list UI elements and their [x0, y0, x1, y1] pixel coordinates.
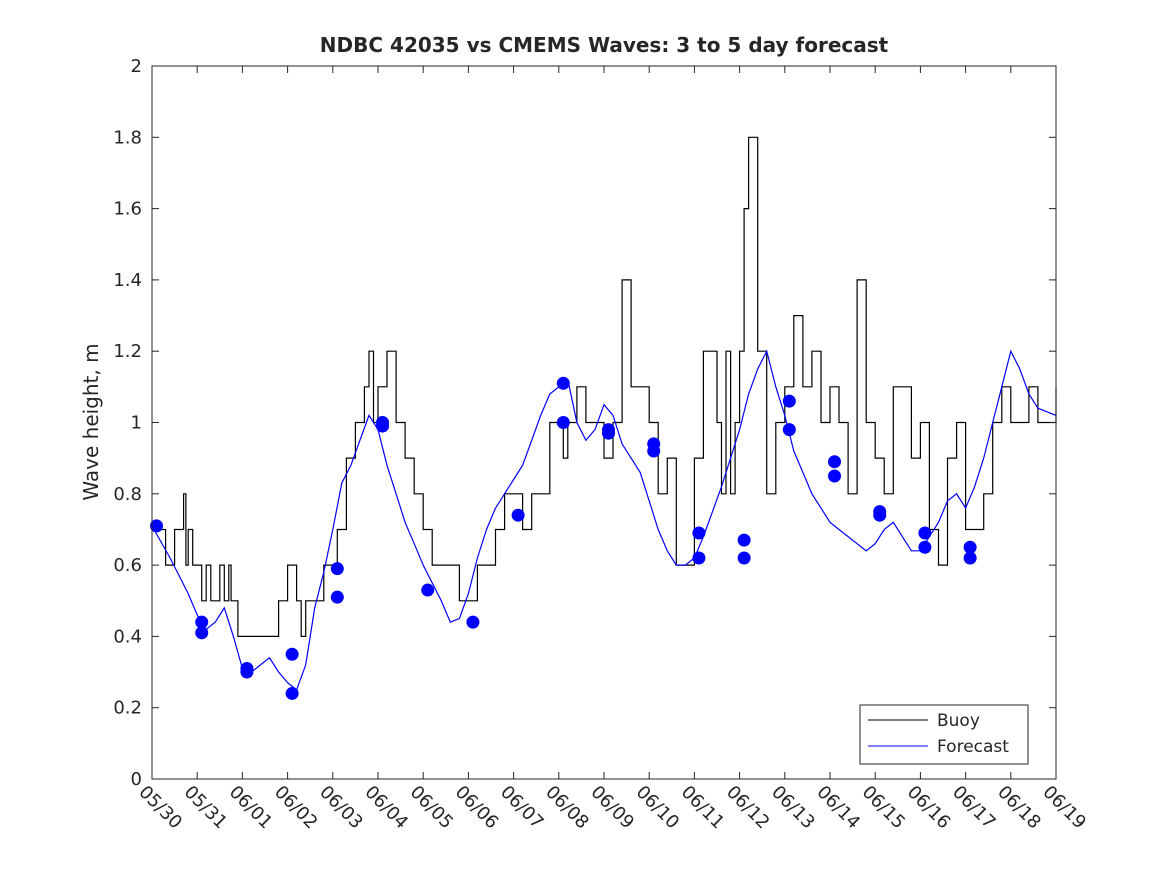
- forecast-point: [602, 426, 616, 440]
- legend-buoy-label: Buoy: [937, 711, 980, 731]
- forecast-point: [240, 665, 254, 679]
- y-tick-label: 1.6: [113, 199, 142, 220]
- forecast-point: [692, 526, 706, 540]
- forecast-point: [737, 533, 751, 547]
- forecast-point: [692, 551, 706, 565]
- forecast-point: [828, 455, 842, 469]
- forecast-point: [285, 647, 299, 661]
- forecast-marker-layer: [150, 376, 977, 700]
- forecast-point: [782, 394, 796, 408]
- forecast-point: [828, 469, 842, 483]
- forecast-point: [556, 416, 570, 429]
- forecast-point: [466, 615, 480, 629]
- forecast-point: [195, 626, 209, 640]
- forecast-point: [285, 686, 299, 700]
- forecast-point: [421, 583, 435, 597]
- y-tick-label: 0.2: [113, 698, 142, 719]
- y-axis: 0 0.2 0.4 0.6 0.8 1 1.2 1.4 1.6 1.8 2: [113, 56, 1056, 790]
- forecast-point: [195, 615, 209, 629]
- forecast-point: [330, 562, 344, 576]
- forecast-point: [556, 376, 570, 390]
- series-line-buoy: [152, 136, 1057, 637]
- y-tick-label: 0.4: [113, 626, 142, 647]
- legend-box: [859, 704, 1029, 765]
- series-layer: [151, 136, 1057, 691]
- forecast-point: [330, 590, 344, 604]
- y-tick-label: 0: [131, 769, 142, 790]
- chart-title: NDBC 42035 vs CMEMS Waves: 3 to 5 day fo…: [320, 33, 889, 57]
- y-tick-label: 0.8: [113, 484, 142, 505]
- forecast-point: [963, 540, 977, 554]
- forecast-point: [647, 444, 661, 458]
- legend-forecast-label: Forecast: [937, 737, 1009, 757]
- forecast-point: [511, 508, 525, 522]
- forecast-point: [150, 519, 164, 533]
- forecast-point: [918, 540, 932, 554]
- forecast-point: [376, 419, 390, 433]
- y-tick-label: 1.4: [113, 270, 142, 291]
- y-axis-label: Wave height, m: [79, 343, 103, 500]
- legend: Buoy Forecast: [859, 704, 1029, 765]
- forecast-point: [737, 551, 751, 565]
- y-tick-label: 1.2: [113, 341, 142, 362]
- series-line-forecast: [151, 349, 1057, 691]
- forecast-point: [873, 508, 887, 522]
- y-tick-label: 2: [131, 56, 142, 77]
- y-tick-label: 0.6: [113, 555, 142, 576]
- forecast-point: [918, 526, 932, 540]
- y-tick-label: 1: [131, 413, 142, 434]
- forecast-point: [963, 551, 977, 565]
- y-tick-label: 1.8: [113, 127, 142, 148]
- forecast-point: [782, 423, 796, 437]
